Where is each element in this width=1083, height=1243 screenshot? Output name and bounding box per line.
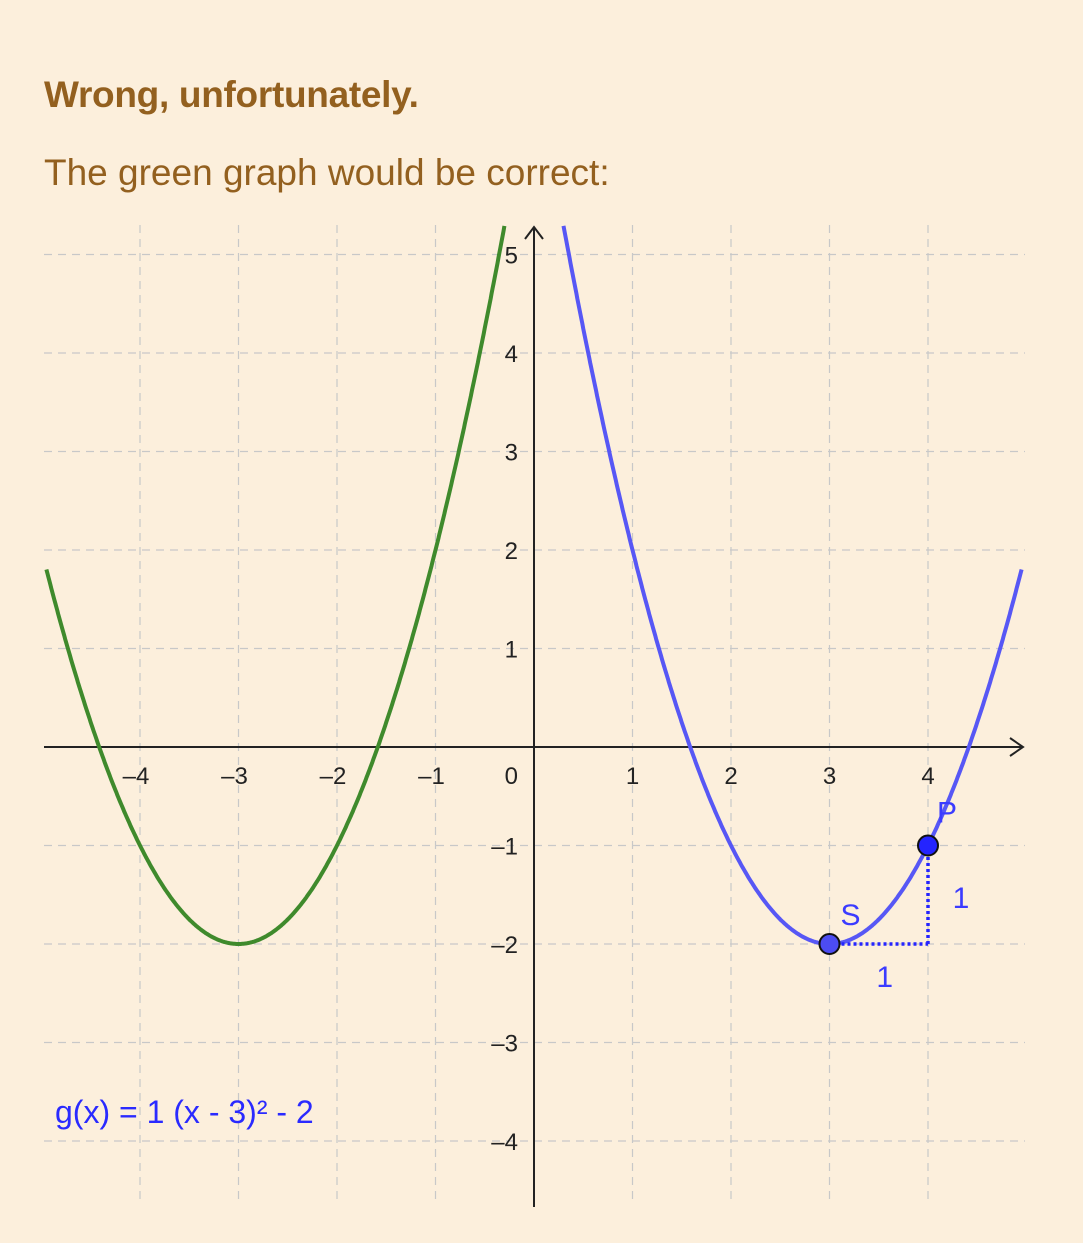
feedback-text: The green graph would be correct: bbox=[44, 152, 610, 193]
y-tick-label: 3 bbox=[505, 440, 518, 467]
origin-label: 0 bbox=[505, 763, 518, 790]
axes bbox=[44, 225, 1025, 1207]
slope-rise-label: 1 bbox=[953, 882, 970, 915]
green-parabola bbox=[44, 225, 507, 946]
point-s-label: S bbox=[840, 899, 860, 932]
x-tick-label: –1 bbox=[418, 763, 445, 790]
x-tick-label: 1 bbox=[626, 763, 639, 790]
x-tick-label: –4 bbox=[123, 763, 150, 790]
y-tick-label: 1 bbox=[505, 637, 518, 664]
feedback-title: Wrong, unfortunately. bbox=[44, 74, 419, 115]
point-s bbox=[818, 933, 841, 955]
x-tick-label: –2 bbox=[320, 763, 347, 790]
y-tick-label: –3 bbox=[491, 1031, 518, 1058]
x-axis-arrow bbox=[1009, 737, 1025, 757]
function-formula: g(x) = 1 (x - 3)² - 2 bbox=[55, 1094, 314, 1130]
x-tick-label: –3 bbox=[221, 763, 248, 790]
x-tick-label: 3 bbox=[823, 763, 836, 790]
point-p-label: P bbox=[937, 797, 957, 830]
blue-parabola bbox=[561, 225, 1024, 946]
y-tick-label: 2 bbox=[505, 538, 518, 565]
y-tick-label: 4 bbox=[505, 341, 518, 368]
y-tick-label: –2 bbox=[491, 932, 518, 959]
point-p bbox=[917, 834, 939, 857]
y-tick-label: –1 bbox=[491, 834, 518, 861]
y-tick-label: 5 bbox=[505, 243, 518, 270]
y-axis-arrow bbox=[524, 225, 544, 240]
slope-run-label: 1 bbox=[876, 961, 893, 994]
curves bbox=[44, 225, 1024, 946]
tick-labels: –4 –3 –2 –1 1 2 3 4 5 4 3 2 1 –1 –2 –3 –4 0 bbox=[123, 243, 935, 1157]
x-tick-label: 2 bbox=[724, 763, 737, 790]
x-tick-label: 4 bbox=[921, 763, 934, 790]
y-tick-label: –4 bbox=[491, 1129, 518, 1156]
